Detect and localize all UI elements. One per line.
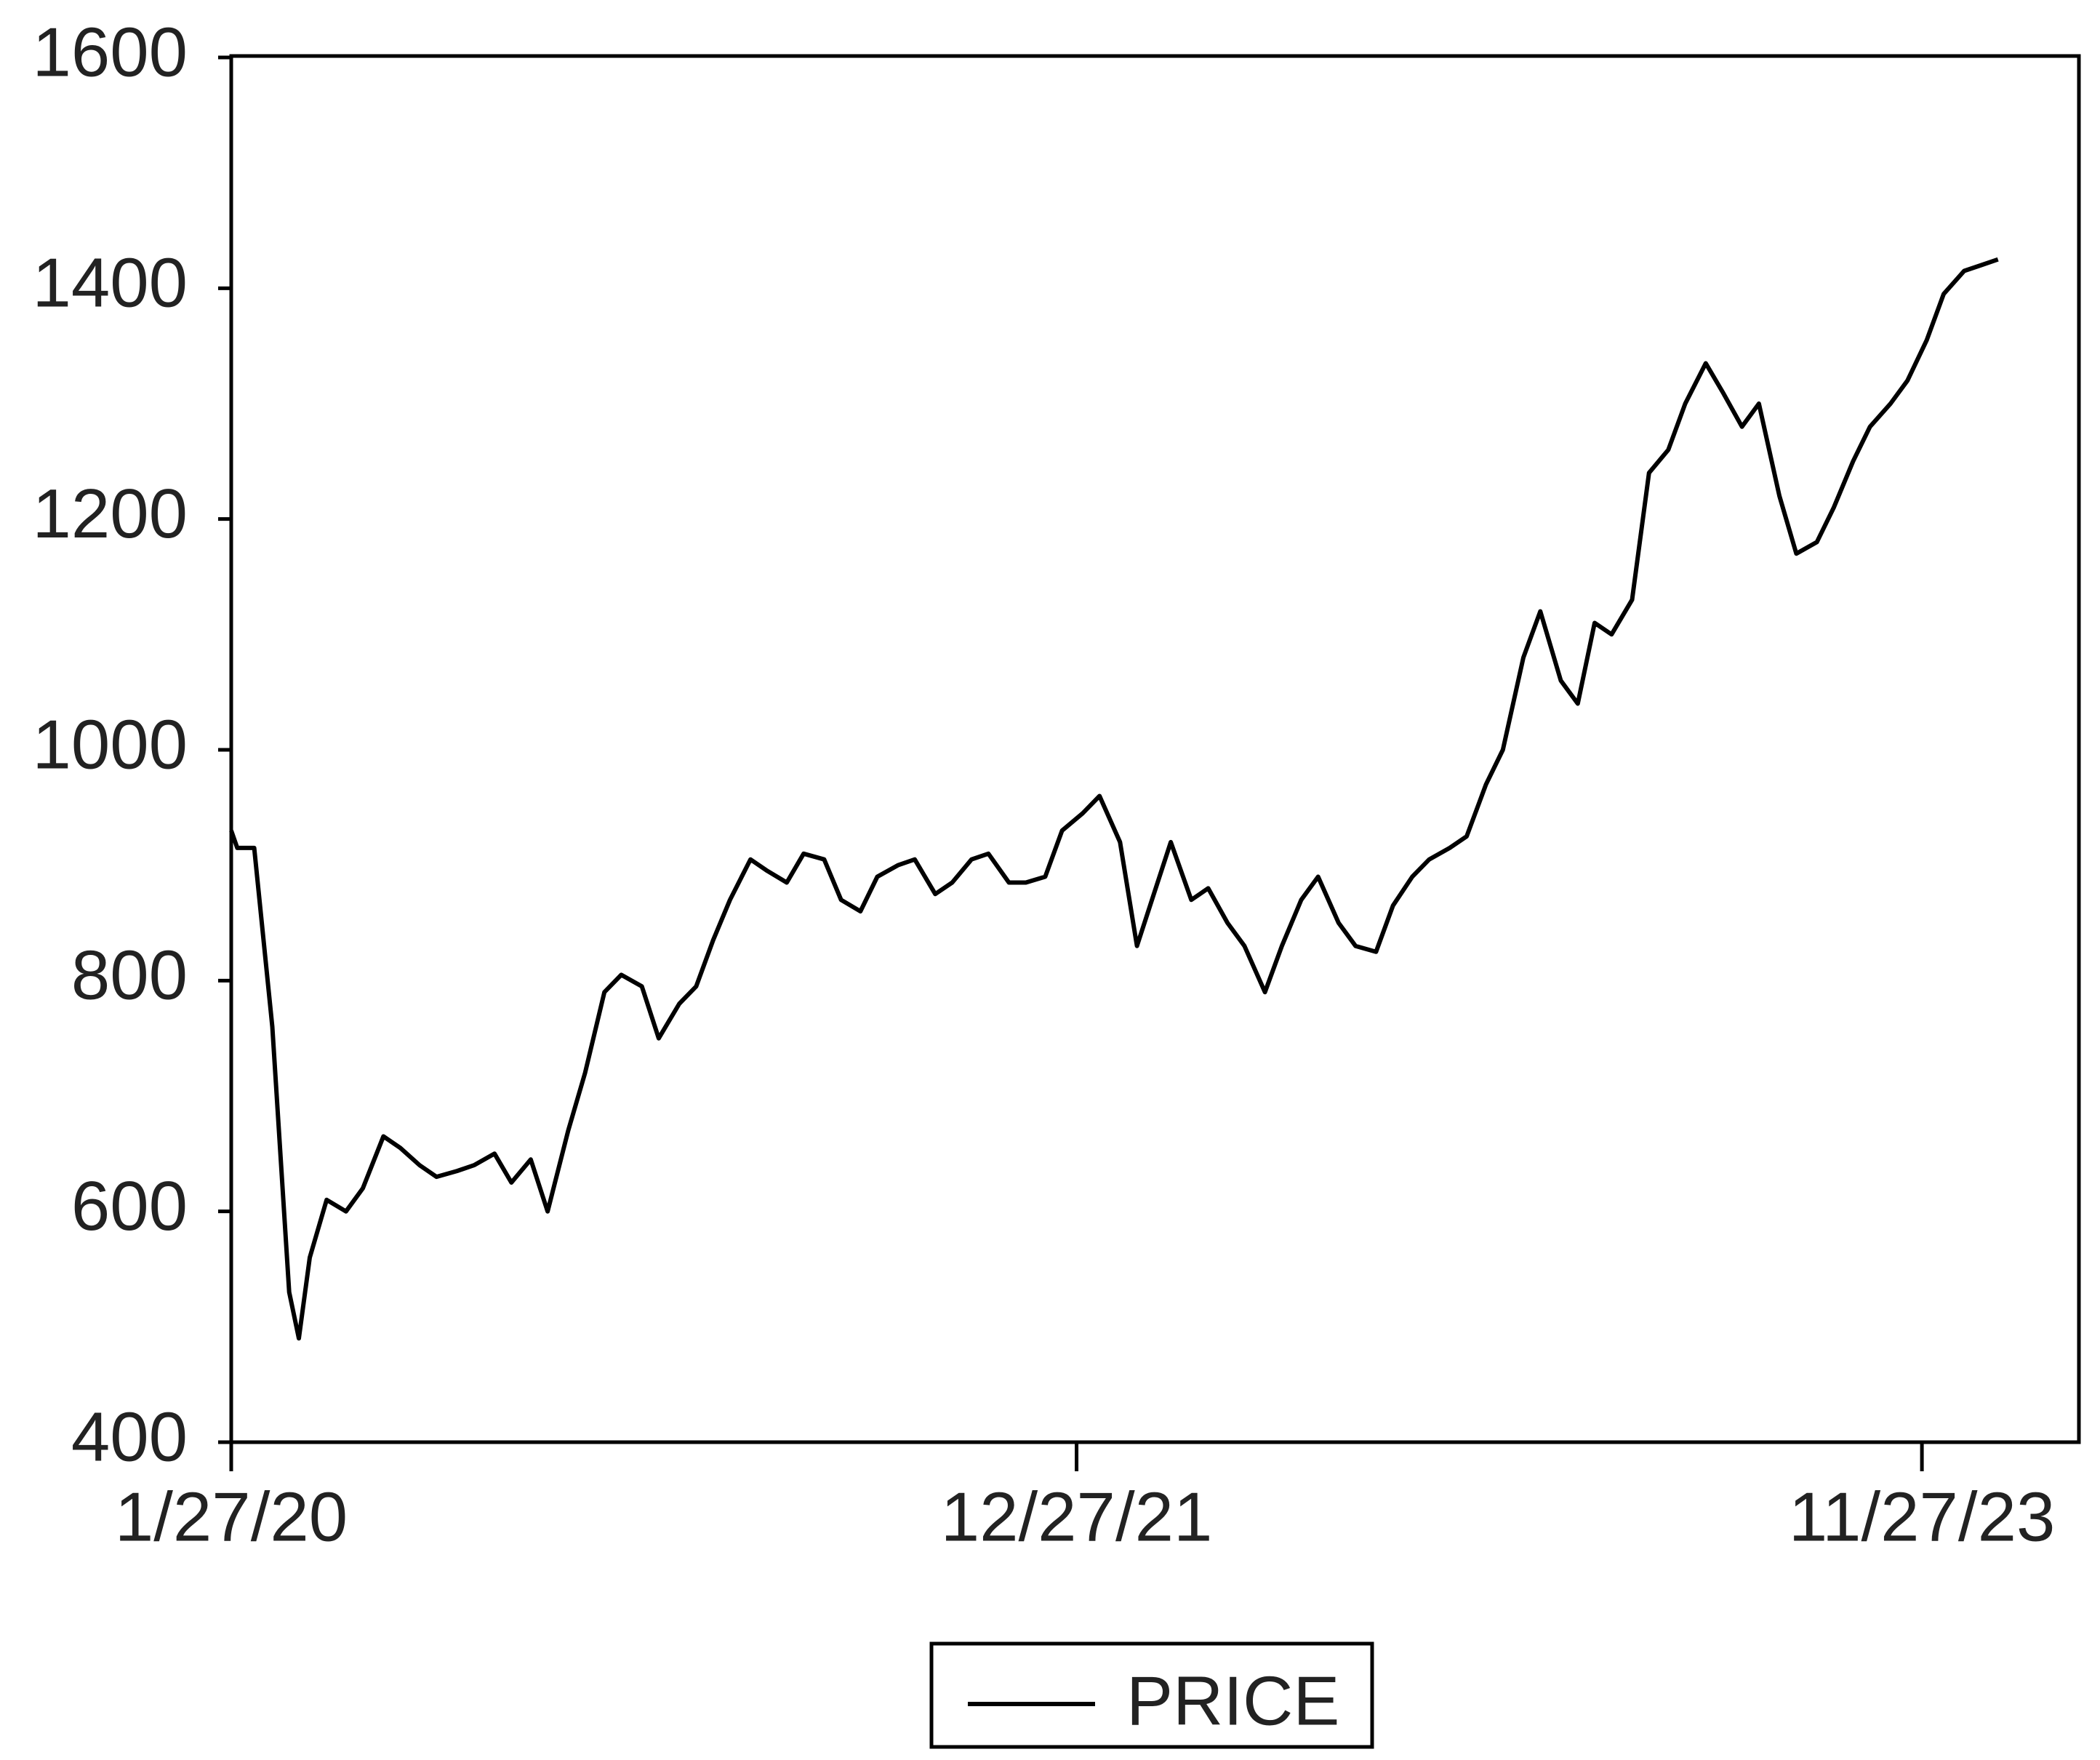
x-tick-label: 11/27/23 — [1789, 1478, 2056, 1556]
y-tick-label: 400 — [71, 1398, 188, 1476]
y-tick-label: 800 — [71, 937, 188, 1015]
y-tick-label: 600 — [71, 1167, 188, 1245]
y-tick-label: 1000 — [32, 705, 188, 783]
y-tick-label: 1600 — [32, 13, 188, 91]
plot-frame — [229, 54, 2081, 1444]
legend-label: PRICE — [1126, 1662, 1339, 1740]
y-tick-label: 1200 — [32, 475, 188, 553]
legend-box — [929, 1641, 1374, 1749]
price-line — [229, 257, 1999, 1341]
y-tick-label: 1400 — [32, 244, 188, 322]
x-tick-label: 1/27/20 — [115, 1478, 348, 1556]
x-tick-label: 12/27/21 — [941, 1478, 1213, 1556]
